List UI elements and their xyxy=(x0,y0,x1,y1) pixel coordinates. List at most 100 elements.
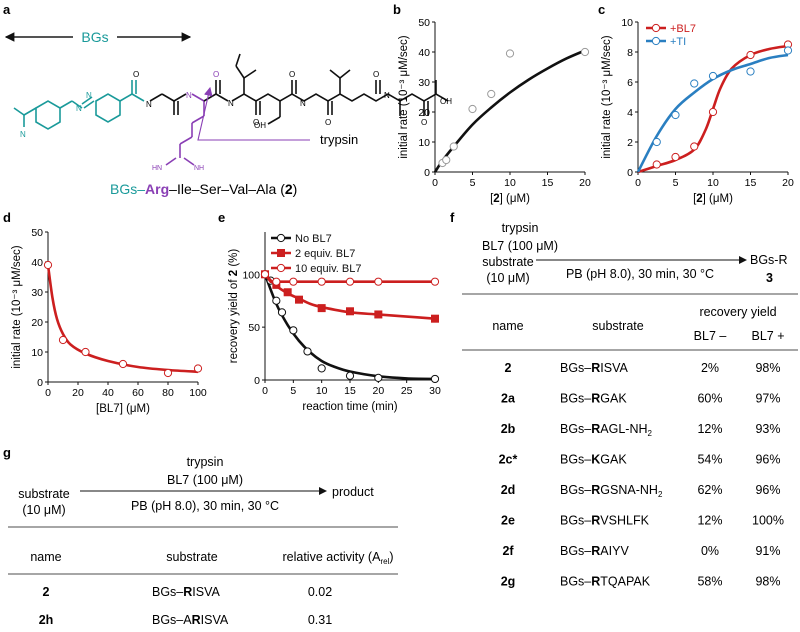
f-row-substrate: BGs–RAGL-NH2 xyxy=(560,422,653,438)
chart-e-series-0-point xyxy=(272,296,281,305)
arginine-residue xyxy=(165,93,205,166)
panel-label-g: g xyxy=(3,445,11,460)
chart-e-series-1-point xyxy=(295,295,303,304)
f-row-plus: 96% xyxy=(755,453,780,467)
chart-d-ytick-label: 10 xyxy=(31,347,43,359)
azo-n1: N xyxy=(76,104,82,113)
chart-d-series-0-point xyxy=(43,260,53,270)
amide-n3: N xyxy=(300,99,306,108)
chart-c-series-0-point xyxy=(746,50,755,60)
chart-e-xtick-label: 10 xyxy=(316,385,328,397)
f-row-name: 2 xyxy=(505,361,512,375)
f-row-plus: 98% xyxy=(755,575,780,589)
g-substrate-conc: (10 μM) xyxy=(22,503,65,517)
chart-c-ytick-label: 0 xyxy=(627,167,633,179)
chart-e-legend-marker xyxy=(276,263,286,273)
g-row-substrate: BGs–RISVA xyxy=(152,585,221,599)
f-row-substrate: BGs–RAIYV xyxy=(560,544,629,558)
chart-e-series-1-point xyxy=(283,288,292,297)
carbonyl-o6: O xyxy=(421,118,427,127)
chart-c-ytick-label: 10 xyxy=(621,17,633,29)
f-row-minus: 12% xyxy=(697,514,722,528)
f-substrate-conc: (10 μM) xyxy=(486,271,529,285)
chart-b-ylabel: initial rate (10⁻³ μM/sec) xyxy=(398,35,410,158)
f-row-name: 2g xyxy=(501,575,516,589)
chart-c: 0 5 10 15 20 0 2 4 6 8 10 [2] (μM) initial rate (10⁻… xyxy=(601,17,794,205)
chart-e: 0 5 10 15 20 25 30 0 50 100 reaction time (min) rec… xyxy=(228,232,441,413)
f-row-name: 2d xyxy=(501,483,516,497)
chart-c-ytick-label: 2 xyxy=(627,137,633,149)
panel-a-structure: BGs N N N N O xyxy=(4,28,452,197)
chart-d-xtick-label: 80 xyxy=(162,387,174,399)
chart-e-series-1-point xyxy=(346,307,354,316)
chart-b-ytick-label: 10 xyxy=(418,137,430,149)
chart-c-legend-marker xyxy=(651,36,661,46)
azobenzene-group xyxy=(13,80,145,130)
chart-c-series-1-point xyxy=(746,67,755,76)
panel-label-d: d xyxy=(3,210,11,225)
dimethylamino-n: N xyxy=(20,130,26,139)
chart-d-xtick-label: 100 xyxy=(189,387,207,399)
chart-e-legend-label: No BL7 xyxy=(295,233,332,245)
chart-c-xtick-label: 20 xyxy=(782,177,794,189)
chart-d-ytick-label: 30 xyxy=(31,287,43,299)
chart-c-series-1-point xyxy=(708,71,718,81)
f-row-minus: 2% xyxy=(701,361,719,375)
chart-c-series-1-point xyxy=(671,110,680,120)
chart-c-ytick-label: 8 xyxy=(627,47,633,59)
f-row-substrate: BGs–RISVA xyxy=(560,361,629,375)
panel-label-c: c xyxy=(598,2,605,17)
amide-n4: N xyxy=(384,91,390,100)
f-substrate-label: substrate xyxy=(482,255,533,269)
amide-n2: N xyxy=(228,99,234,108)
chart-e-series-0-point xyxy=(303,347,312,356)
f-enzyme: trypsin xyxy=(502,221,539,235)
chart-c-series-0-point xyxy=(708,107,718,117)
chart-e-series-0-point xyxy=(430,374,440,384)
chart-b-series-0-curve xyxy=(433,49,586,173)
panel-label-e: e xyxy=(218,210,225,225)
f-product: BGs-R xyxy=(750,253,788,267)
chart-b-xtick-label: 5 xyxy=(470,177,476,189)
f-row-minus: 58% xyxy=(697,575,722,589)
f-row-name: 2a xyxy=(501,392,516,406)
chart-e-xlabel: reaction time (min) xyxy=(302,401,397,413)
chart-e-xtick-label: 30 xyxy=(429,385,441,397)
f-row-minus: 60% xyxy=(697,392,722,406)
g-row-name: 2h xyxy=(39,613,54,627)
f-row-substrate: BGs–KGAK xyxy=(560,453,627,467)
chart-e-legend-marker xyxy=(276,233,286,243)
ser-oh-label: OH xyxy=(254,121,266,130)
chart-e-series-2-point xyxy=(260,270,270,279)
chart-c-xlabel: [2] (μM) xyxy=(693,193,733,205)
chart-e-legend-label: 10 equiv. BL7 xyxy=(295,263,361,275)
chart-b-xlabel: [2] (μM) xyxy=(490,193,530,205)
g-substrate-label: substrate xyxy=(18,487,69,501)
f-row-plus: 91% xyxy=(755,544,780,558)
f-row-plus: 100% xyxy=(752,514,784,528)
peptide-backbone xyxy=(231,53,449,125)
chart-b-series-0-point xyxy=(505,49,515,58)
g-conditions: PB (pH 8.0), 30 min, 30 °C xyxy=(131,499,279,513)
g-row-activity: 0.02 xyxy=(308,585,332,599)
chart-e-series-2-point xyxy=(289,277,298,286)
chart-c-legend-label: +BL7 xyxy=(670,23,696,35)
chart-b: 0 5 10 15 20 0 10 20 30 40 50 [2] (μM) initial rate … xyxy=(398,17,591,205)
carbonyl-o4: O xyxy=(325,118,331,127)
f-row-name: 2b xyxy=(501,422,516,436)
f-row-plus: 97% xyxy=(755,392,780,406)
bgs-label: BGs xyxy=(81,29,108,45)
carbonyl-o1: O xyxy=(133,70,139,79)
f-row-minus: 62% xyxy=(697,483,722,497)
chart-e-xtick-label: 25 xyxy=(401,385,413,397)
panel-f-table: trypsin BL7 (100 μM) substrate (10 μM) P… xyxy=(462,221,798,589)
carbonyl-o5: O xyxy=(373,70,379,79)
chart-d-series-0-point xyxy=(118,359,128,369)
panel-label-a: a xyxy=(3,2,11,17)
f-row-minus: 54% xyxy=(697,453,722,467)
f-row-substrate: BGs–RVSHLFK xyxy=(560,514,650,528)
chart-b-xtick-label: 20 xyxy=(579,177,591,189)
panel-label-b: b xyxy=(393,2,401,17)
chart-c-ytick-label: 4 xyxy=(627,107,633,119)
